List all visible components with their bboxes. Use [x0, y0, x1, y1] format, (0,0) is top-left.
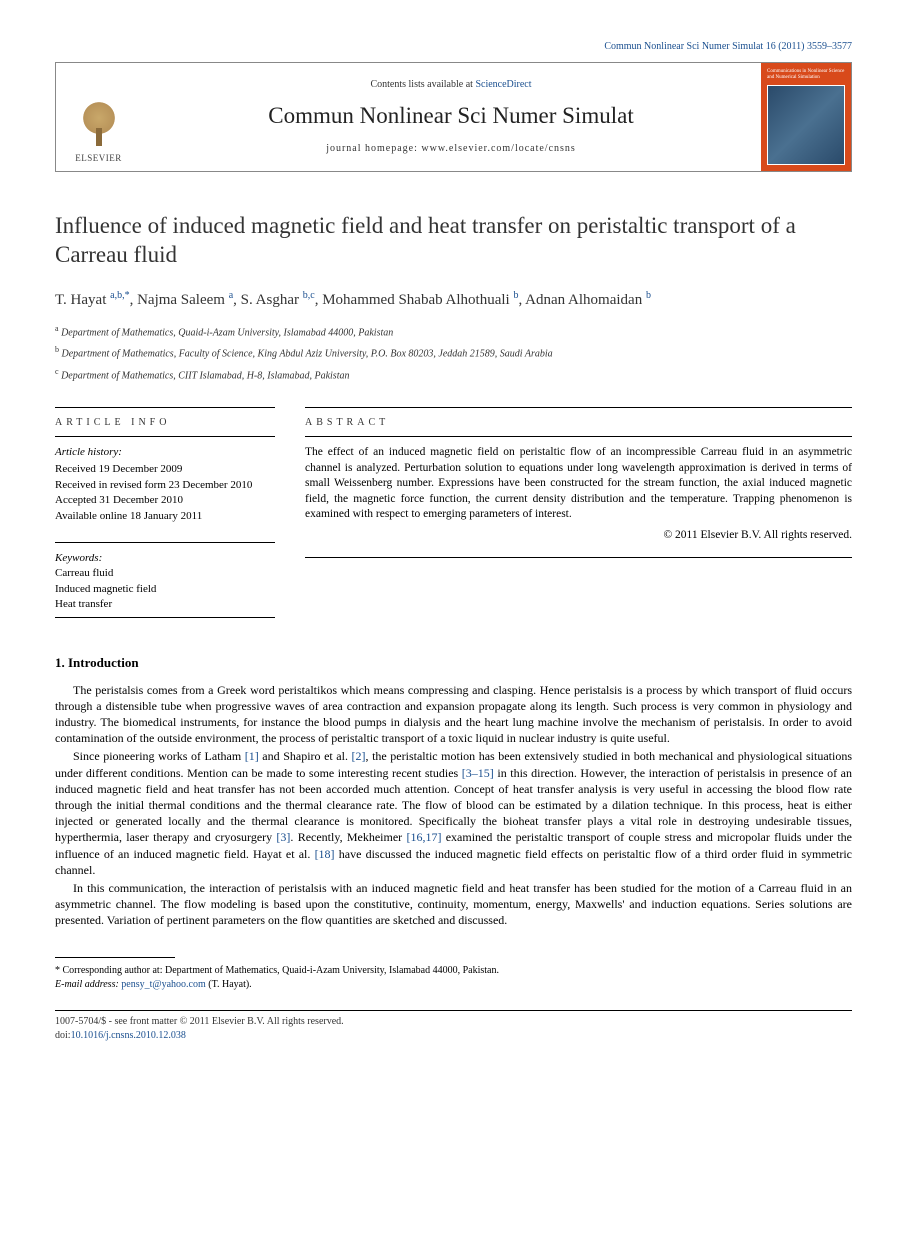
abstract-label: ABSTRACT: [305, 416, 852, 430]
divider: [55, 542, 275, 543]
history-line: Available online 18 January 2011: [55, 509, 275, 524]
email-suffix: (T. Hayat).: [206, 979, 252, 990]
body-paragraph: The peristalsis comes from a Greek word …: [55, 682, 852, 747]
affiliation: a Department of Mathematics, Quaid-i-Aza…: [55, 323, 852, 340]
text-run: . Recently, Mekheimer: [290, 830, 406, 844]
ref-link[interactable]: [18]: [315, 847, 335, 861]
divider: [55, 407, 275, 408]
info-abstract-row: ARTICLE INFO Article history: Received 1…: [55, 403, 852, 626]
author: T. Hayat a,b,*: [55, 292, 130, 308]
email-label: E-mail address:: [55, 979, 121, 990]
elsevier-tree-icon: [74, 98, 124, 148]
journal-cover: Communications in Nonlinear Science and …: [761, 63, 851, 171]
ref-link[interactable]: [3–15]: [462, 766, 494, 780]
author: Najma Saleem a: [137, 292, 233, 308]
header-citation: Commun Nonlinear Sci Numer Simulat 16 (2…: [55, 40, 852, 54]
divider: [305, 436, 852, 437]
journal-banner: ELSEVIER Contents lists available at Sci…: [55, 62, 852, 172]
keywords-block: Keywords: Carreau fluid Induced magnetic…: [55, 542, 275, 618]
doi-label: doi:: [55, 1030, 71, 1041]
corresponding-author-note: * Corresponding author at: Department of…: [55, 964, 852, 978]
ref-link[interactable]: [3]: [276, 830, 290, 844]
sciencedirect-link[interactable]: ScienceDirect: [475, 79, 531, 90]
body-paragraph: Since pioneering works of Latham [1] and…: [55, 748, 852, 878]
history-line: Accepted 31 December 2010: [55, 493, 275, 508]
author: Mohammed Shabab Alhothuali b: [322, 292, 518, 308]
ref-link[interactable]: [1]: [245, 749, 259, 763]
keyword: Induced magnetic field: [55, 582, 275, 597]
footer: 1007-5704/$ - see front matter © 2011 El…: [55, 1010, 852, 1043]
publisher-logo-block: ELSEVIER: [56, 63, 141, 171]
banner-center: Contents lists available at ScienceDirec…: [141, 63, 761, 171]
history-line: Received 19 December 2009: [55, 462, 275, 477]
divider: [55, 617, 275, 618]
affiliation: b Department of Mathematics, Faculty of …: [55, 344, 852, 361]
ref-link[interactable]: [2]: [352, 749, 366, 763]
journal-homepage: journal homepage: www.elsevier.com/locat…: [326, 142, 576, 156]
page: Commun Nonlinear Sci Numer Simulat 16 (2…: [0, 0, 907, 1073]
abstract-text: The effect of an induced magnetic field …: [305, 445, 852, 523]
author: S. Asghar b,c: [241, 292, 315, 308]
affiliation: c Department of Mathematics, CIIT Islama…: [55, 366, 852, 383]
footnote-divider: [55, 957, 175, 958]
journal-name: Commun Nonlinear Sci Numer Simulat: [268, 100, 633, 132]
doi-line: doi:10.1016/j.cnsns.2010.12.038: [55, 1029, 852, 1043]
email-line: E-mail address: pensy_t@yahoo.com (T. Ha…: [55, 978, 852, 992]
text-run: and Shapiro et al.: [259, 749, 352, 763]
divider: [305, 557, 852, 558]
ref-link[interactable]: [16,17]: [406, 830, 441, 844]
contents-prefix: Contents lists available at: [370, 79, 475, 90]
divider: [55, 436, 275, 437]
abstract-column: ABSTRACT The effect of an induced magnet…: [305, 403, 852, 626]
contents-line: Contents lists available at ScienceDirec…: [370, 78, 531, 92]
history-line: Received in revised form 23 December 201…: [55, 478, 275, 493]
abstract-copyright: © 2011 Elsevier B.V. All rights reserved…: [305, 527, 852, 543]
article-info-column: ARTICLE INFO Article history: Received 1…: [55, 403, 275, 626]
text-run: Since pioneering works of Latham: [73, 749, 245, 763]
cover-title: Communications in Nonlinear Science and …: [767, 69, 845, 81]
publisher-label: ELSEVIER: [75, 152, 122, 165]
section-heading-introduction: 1. Introduction: [55, 654, 852, 672]
email-link[interactable]: pensy_t@yahoo.com: [121, 979, 205, 990]
divider: [55, 1010, 852, 1011]
body-paragraph: In this communication, the interaction o…: [55, 880, 852, 929]
keywords-label: Keywords:: [55, 551, 275, 566]
article-title: Influence of induced magnetic field and …: [55, 212, 852, 270]
doi-link[interactable]: 10.1016/j.cnsns.2010.12.038: [71, 1030, 186, 1041]
author-list: T. Hayat a,b,*, Najma Saleem a, S. Asgha…: [55, 288, 852, 312]
affiliations: a Department of Mathematics, Quaid-i-Aza…: [55, 323, 852, 383]
author: Adnan Alhomaidan b: [525, 292, 651, 308]
keyword: Heat transfer: [55, 597, 275, 612]
article-info-label: ARTICLE INFO: [55, 416, 275, 430]
front-matter-line: 1007-5704/$ - see front matter © 2011 El…: [55, 1015, 852, 1029]
divider: [305, 407, 852, 408]
keyword: Carreau fluid: [55, 566, 275, 581]
cover-image: [767, 85, 845, 165]
history-label: Article history:: [55, 445, 275, 460]
